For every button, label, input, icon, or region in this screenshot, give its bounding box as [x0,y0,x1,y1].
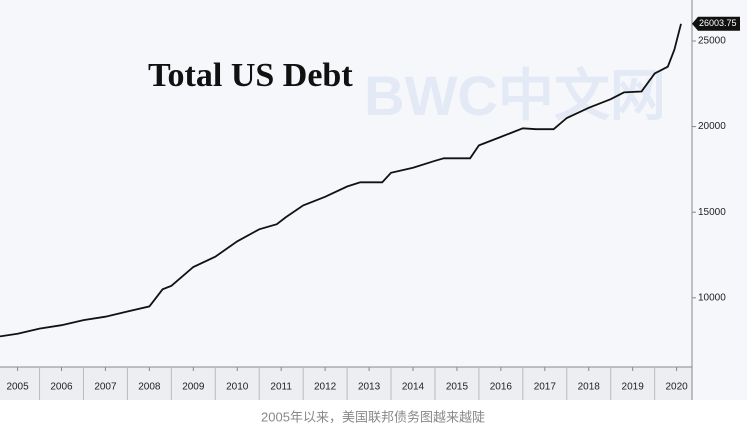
x-tick-label: 2019 [622,382,645,393]
x-tick-label: 2017 [534,382,557,393]
x-tick-label: 2018 [578,382,601,393]
chart-title: Total US Debt [148,57,353,94]
last-value-marker [692,16,740,31]
y-tick-label: 20000 [698,121,726,132]
x-tick-label: 2013 [358,382,381,393]
debt-line [0,23,682,338]
x-tick-label: 2015 [446,382,469,393]
x-tick-label: 2012 [314,382,337,393]
x-tick-label: 2009 [182,382,205,393]
last-value-label: 26003.75 [699,18,737,28]
x-axis-band [0,367,692,400]
x-tick-label: 2008 [138,382,161,393]
caption: 2005年以来，美国联邦债务图越来越陡 [261,409,485,424]
y-tick-label: 25000 [698,36,726,47]
x-tick-label: 2020 [665,382,688,393]
plot-background [0,0,747,400]
x-tick-label: 2006 [50,382,73,393]
x-tick-label: 2010 [226,382,249,393]
x-tick-label: 2005 [6,382,29,393]
y-tick-label: 15000 [698,207,726,218]
x-tick-label: 2016 [490,382,513,393]
watermark: BWC中文网 [364,64,666,127]
x-tick-label: 2014 [402,382,425,393]
y-tick-label: 10000 [698,292,726,303]
x-tick-label: 2011 [270,382,292,393]
x-tick-label: 2007 [94,382,117,393]
